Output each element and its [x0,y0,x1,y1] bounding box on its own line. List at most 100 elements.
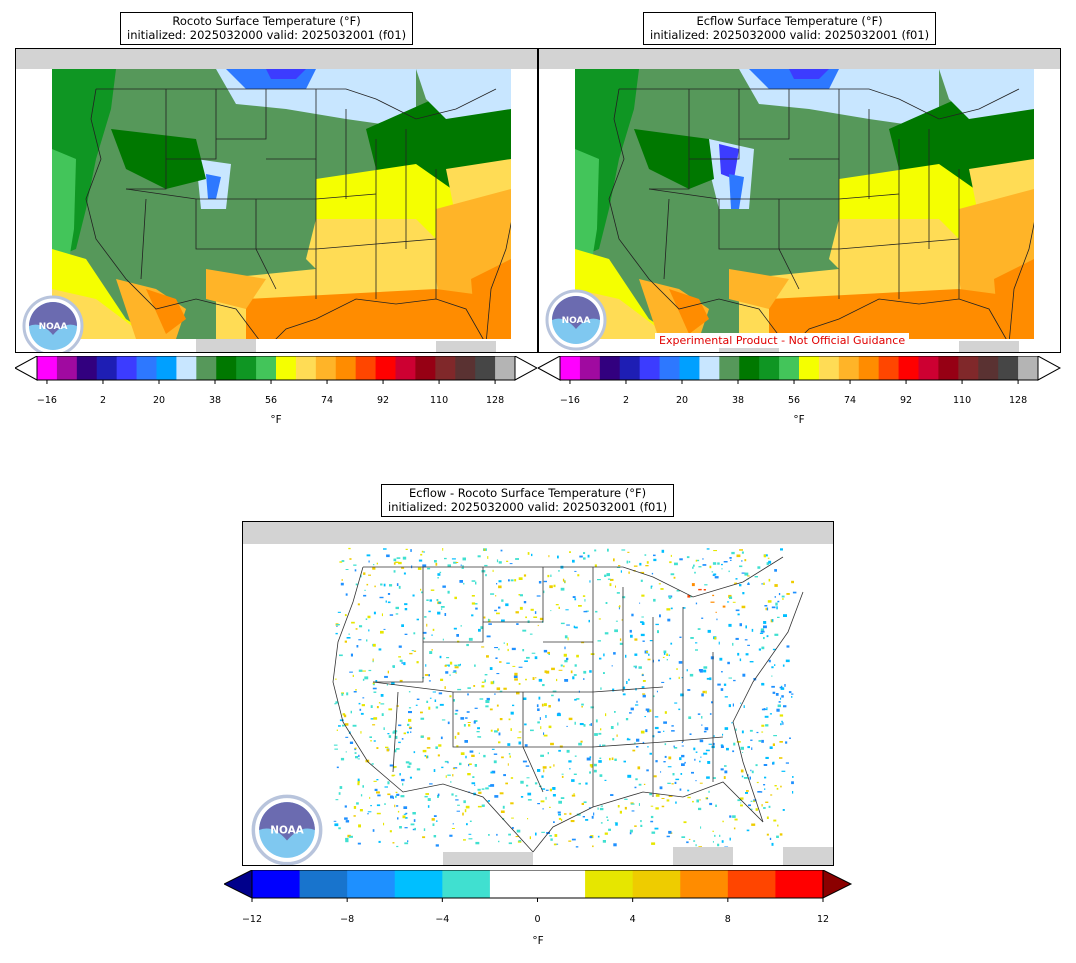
colorbar-cell [585,870,634,898]
colorbar-cell [619,356,641,380]
colorbar-cell [759,356,780,380]
colorbar-cell [680,870,729,898]
colorbar-cell [116,356,138,380]
colorbar-cell [998,356,1019,380]
colorbar-cell [699,356,720,380]
colorbar-cell [442,870,491,898]
state-borders [332,556,804,853]
experimental-product-label: Experimental Product - Not Official Guid… [655,333,910,348]
colorbar-tick-label: 2 [99,395,106,406]
ecflow-temperature-map: NOAA Experimental Product - Not Official… [538,48,1061,353]
rocoto-colorbar [15,356,538,384]
colorbar-cell [394,870,443,898]
colorbar-cell [435,356,456,380]
colorbar-cell [898,356,919,380]
colorbar-over-arrow [822,870,853,899]
colorbar-tick-label: 20 [152,395,166,406]
colorbar-tick-label: 92 [377,395,390,406]
colorbar-cell [347,870,396,898]
colorbar-cell [659,356,680,380]
mexico-land [196,339,256,352]
colorbar-cell [599,356,621,380]
colorbar-cell [136,356,157,380]
colorbar-cell [216,356,237,380]
colorbar-cell [295,356,317,380]
colorbar-tick-label: −16 [36,395,57,406]
noaa-logo-icon: NOAA [545,289,607,351]
colorbar-cell [679,356,700,380]
colorbar-tick-label: 128 [1009,395,1028,406]
colorbar-cell [1018,356,1039,380]
colorbar-cell [495,356,516,380]
colorbar-tick-label: 110 [952,395,972,406]
canada-land [243,522,833,544]
colorbar-cell [156,356,177,380]
difference-panel-title: Ecflow - Rocoto Surface Temperature (°F)… [381,484,675,517]
colorbar-cell [818,356,840,380]
colorbar-cell [838,356,860,380]
ecflow-title-line2: initialized: 2025032000 valid: 202503200… [650,28,930,42]
colorbar-cell [355,356,377,380]
difference-colorbar [224,870,853,902]
noaa-logo-text: NOAA [39,322,68,332]
mexico-land [443,852,533,865]
colorbar-cell [579,356,601,380]
state-borders [85,88,527,350]
colorbar-over-arrow [514,356,538,381]
colorbar-cell [938,356,959,380]
colorbar-tick-label: 8 [724,914,731,925]
ecflow-title-line1: Ecflow Surface Temperature (°F) [696,14,883,28]
colorbar-cell [858,356,880,380]
colorbar-cell [176,356,197,380]
colorbar-cell [56,356,78,380]
colorbar-over-arrow [1037,356,1061,381]
colorbar-tick-label: 38 [208,395,222,406]
colorbar-cell [395,356,416,380]
colorbar-cell [727,870,776,898]
colorbar-tick-label: 12 [816,914,830,925]
colorbar-cell [560,356,581,380]
difference-title-line1: Ecflow - Rocoto Surface Temperature (°F) [409,486,647,500]
cuba-land [436,341,496,352]
colorbar-tick-label: 4 [629,914,636,925]
colorbar-tick-label: 128 [486,395,505,406]
colorbar-cell [252,870,301,898]
colorbar-tick-label: 56 [787,395,801,406]
rocoto-map-graphic [16,49,537,352]
colorbar-cell [958,356,979,380]
colorbar-tick-label: 74 [843,395,857,406]
rocoto-temperature-map: NOAA [15,48,538,353]
colorbar-cell [299,870,348,898]
noaa-logo-icon: NOAA [22,295,84,352]
difference-title-line2: initialized: 2025032000 valid: 202503200… [388,500,668,514]
colorbar-cell [978,356,999,380]
colorbar-tick-label: −16 [559,395,580,406]
colorbar-tick-label: −8 [340,914,355,925]
noaa-logo-text: NOAA [270,824,304,836]
colorbar-tick-label: 92 [900,395,913,406]
colorbar-cell [76,356,98,380]
colorbar-tick-label: −4 [435,914,450,925]
temperature-field [52,69,511,339]
rocoto-panel-title: Rocoto Surface Temperature (°F) initiali… [120,12,414,45]
colorbar-cell [256,356,277,380]
colorbar-cell [236,356,257,380]
rocoto-colorbar-unit: °F [270,414,282,426]
colorbar-cell [639,356,661,380]
colorbar-tick-label: 38 [731,395,745,406]
ecflow-map-graphic [539,49,1060,352]
colorbar-tick-label: −12 [241,914,263,925]
ecflow-colorbar [538,356,1061,384]
rocoto-title-line1: Rocoto Surface Temperature (°F) [172,14,361,28]
colorbar-tick-label: 74 [320,395,334,406]
noaa-logo-icon: NOAA [251,794,323,865]
colorbar-under-arrow [538,356,561,381]
colorbar-cell [196,356,217,380]
noaa-logo-text: NOAA [562,316,591,326]
colorbar-cell [779,356,800,380]
colorbar-cell [315,356,337,380]
colorbar-tick-label: 0 [534,914,541,925]
rocoto-title-line2: initialized: 2025032000 valid: 202503200… [127,28,407,42]
colorbar-cell [455,356,476,380]
colorbar-cell [96,356,118,380]
